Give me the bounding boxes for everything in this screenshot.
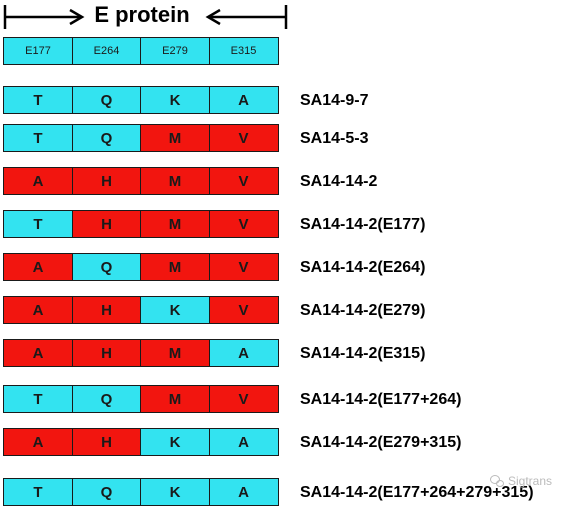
residue-cell: A (3, 296, 73, 324)
strain-label: SA14-14-2(E177) (300, 216, 426, 233)
residue-cell: M (140, 167, 210, 195)
residue-cell: T (3, 385, 73, 413)
residue-cell: T (3, 124, 73, 152)
residue-cell: A (3, 428, 73, 456)
residue-cell: Q (71, 253, 142, 281)
residue-cell: V (208, 296, 279, 324)
residue-cell: K (140, 428, 210, 456)
residue-cell: H (71, 210, 142, 238)
position-cell: E315 (208, 37, 279, 65)
watermark-text: Sigtrans (508, 474, 553, 488)
residue-cell: H (71, 296, 142, 324)
residue-cell: H (71, 339, 142, 367)
residue-cell: T (3, 478, 73, 506)
position-cell: E279 (140, 37, 210, 65)
residue-cell: M (140, 210, 210, 238)
residue-cell: V (208, 210, 279, 238)
residue-cell: Q (71, 385, 142, 413)
residue-cell: A (208, 478, 279, 506)
position-header-row: E177 E264 E279 E315 (3, 37, 279, 65)
residue-cell: A (3, 339, 73, 367)
wechat-icon (490, 475, 504, 487)
residue-cell: A (3, 253, 73, 281)
position-cell: E177 (3, 37, 73, 65)
residue-cell: V (208, 385, 279, 413)
residue-cell: M (140, 339, 210, 367)
position-cell: E264 (71, 37, 142, 65)
strain-label: SA14-14-2(E177+264+279+315) (300, 484, 534, 501)
strain-label: SA14-14-2(E315) (300, 345, 426, 362)
residue-cell: M (140, 253, 210, 281)
strain-label: SA14-14-2(E177+264) (300, 391, 462, 408)
e-protein-header: E protein (0, 0, 300, 34)
residue-cell: A (208, 339, 279, 367)
residue-cell: H (71, 167, 142, 195)
residue-cell: T (3, 86, 73, 114)
residue-cell: Q (71, 86, 142, 114)
residue-cell: K (140, 86, 210, 114)
residue-cell: A (208, 428, 279, 456)
residue-cell: T (3, 210, 73, 238)
strain-label: SA14-14-2(E279) (300, 302, 426, 319)
residue-cell: Q (71, 478, 142, 506)
strain-label: SA14-14-2 (300, 173, 378, 190)
strain-label: SA14-5-3 (300, 130, 369, 147)
residue-cell: A (208, 86, 279, 114)
residue-cell: A (3, 167, 73, 195)
strain-label: SA14-14-2(E279+315) (300, 434, 462, 451)
residue-cell: V (208, 124, 279, 152)
watermark: Sigtrans (490, 474, 552, 488)
span-arrows (3, 5, 288, 29)
strain-label: SA14-9-7 (300, 92, 369, 109)
strain-label: SA14-14-2(E264) (300, 259, 426, 276)
residue-cell: Q (71, 124, 142, 152)
residue-cell: V (208, 253, 279, 281)
header-title: E protein (94, 2, 190, 27)
residue-cell: M (140, 124, 210, 152)
residue-cell: H (71, 428, 142, 456)
residue-cell: M (140, 385, 210, 413)
residue-cell: V (208, 167, 279, 195)
residue-cell: K (140, 478, 210, 506)
residue-cell: K (140, 296, 210, 324)
